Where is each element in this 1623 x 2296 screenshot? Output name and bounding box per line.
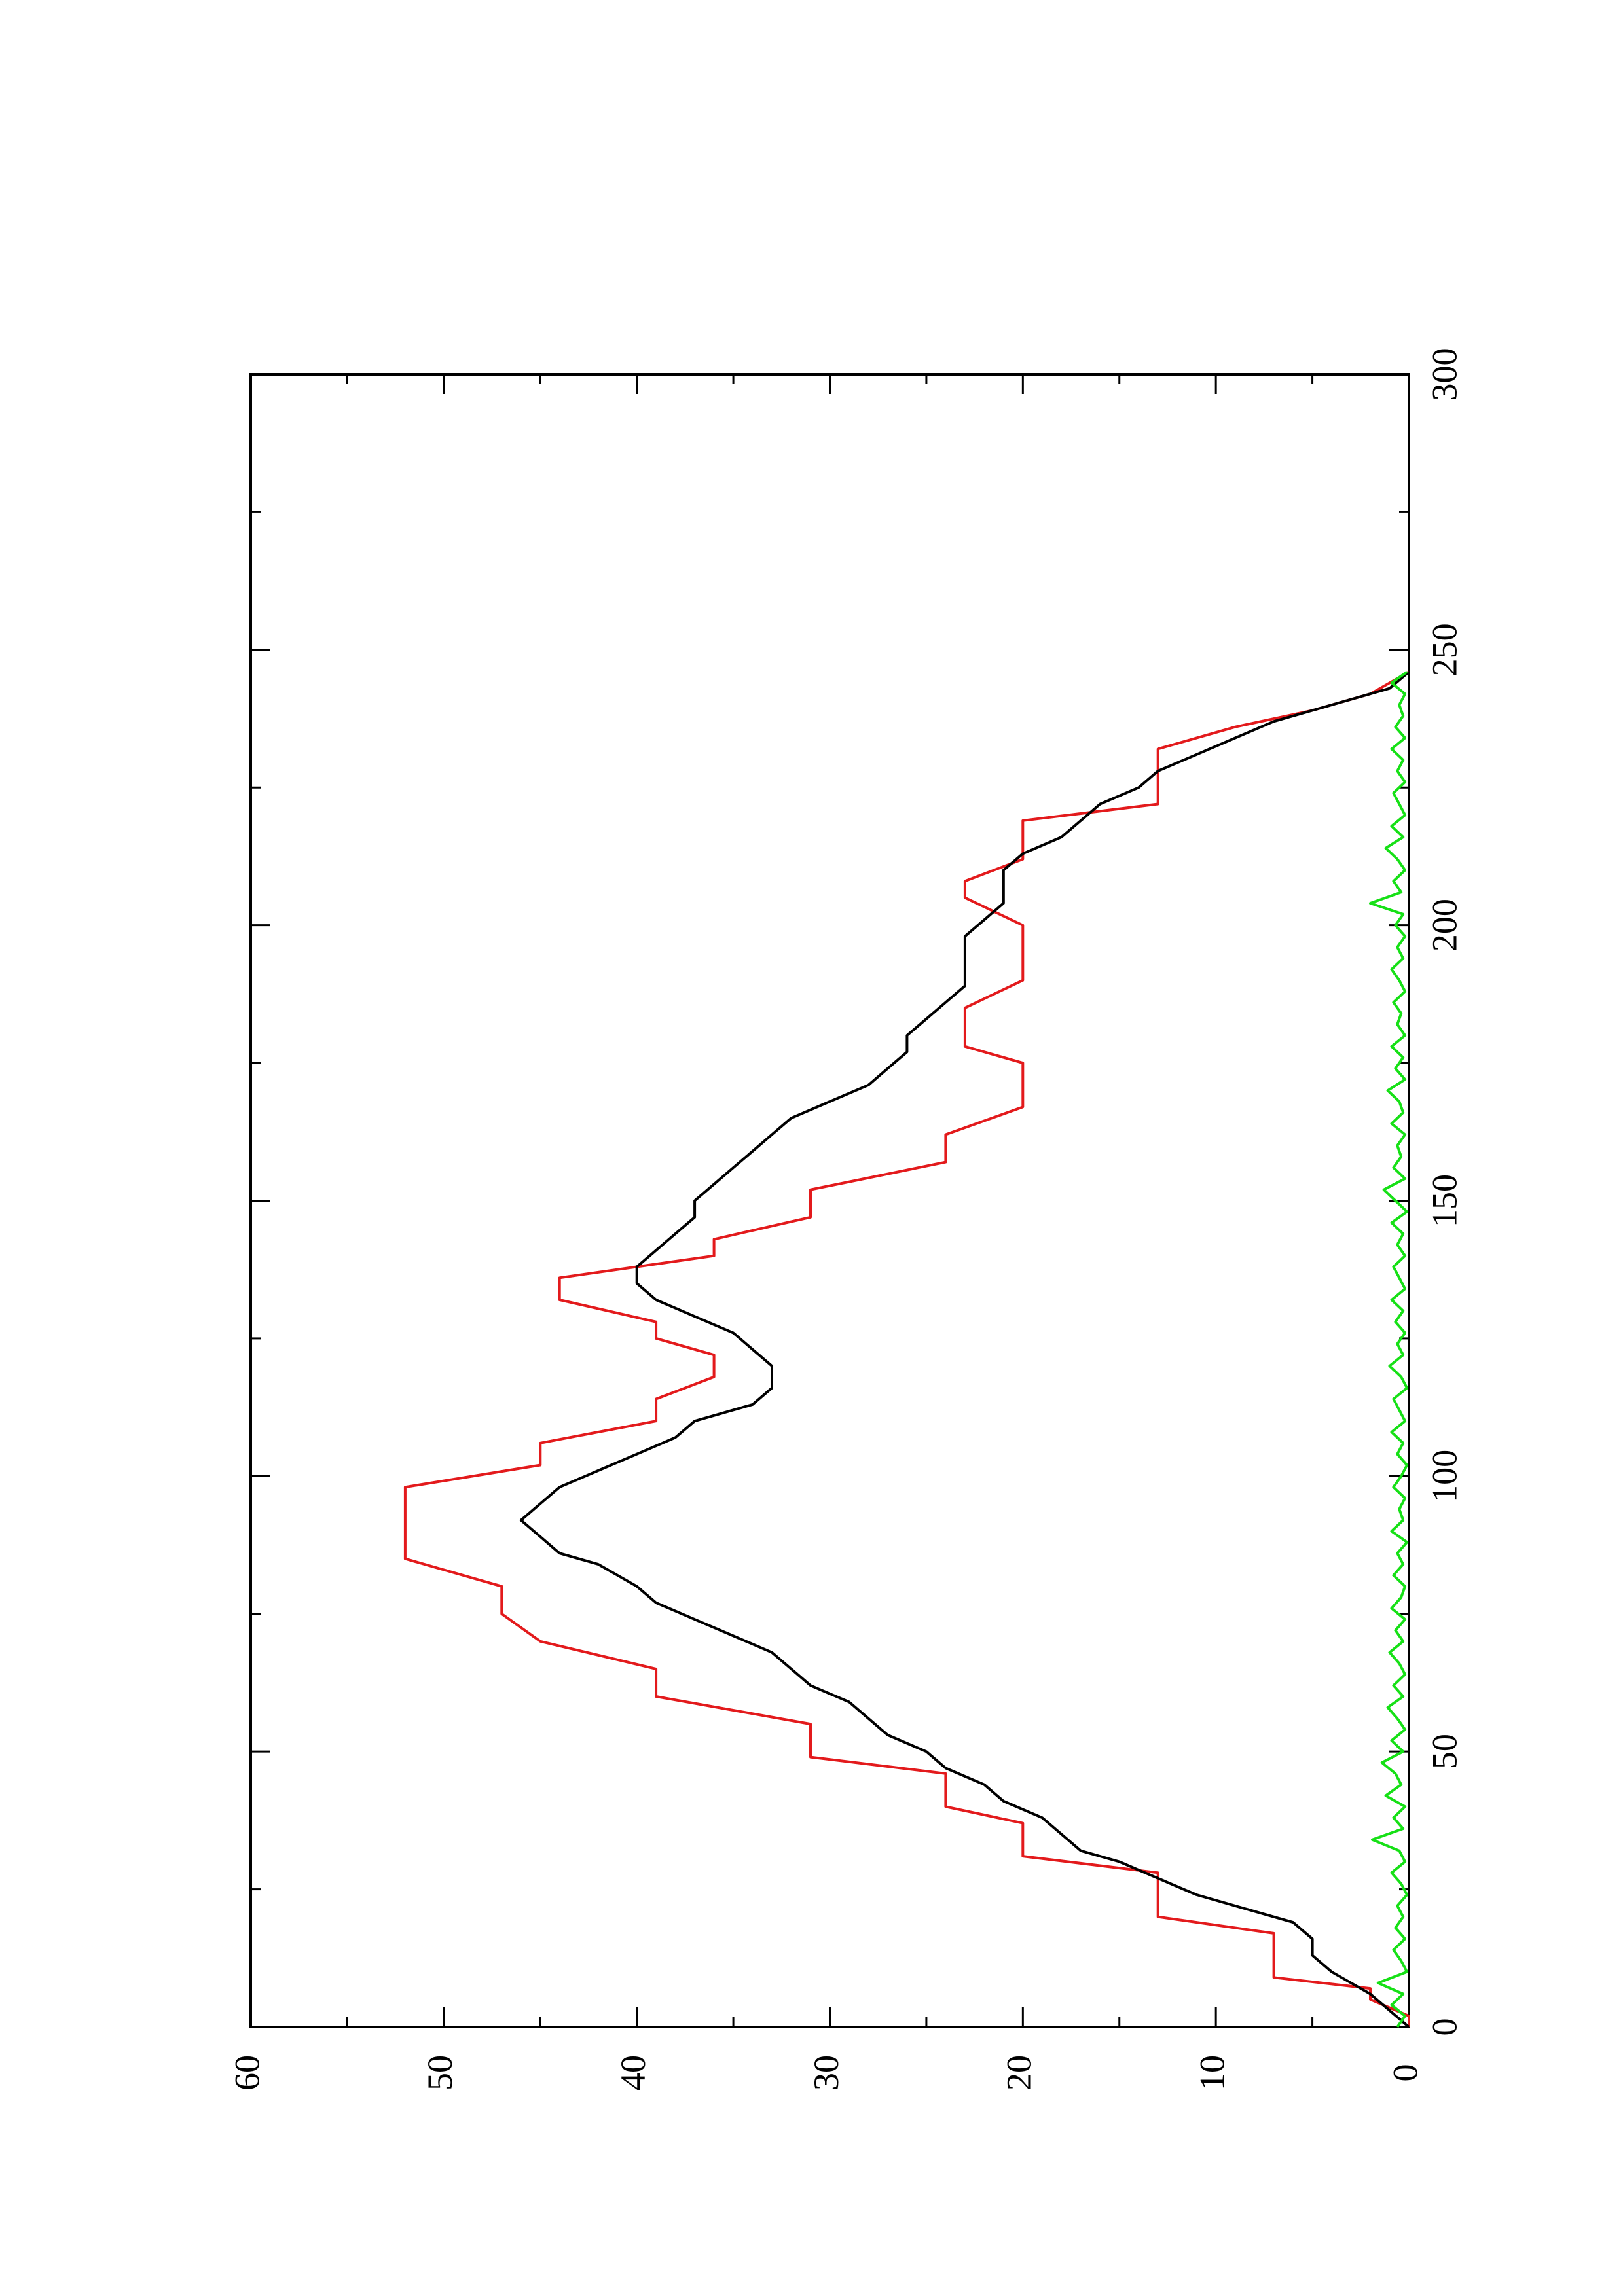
series-line-3: [1369, 670, 1409, 2028]
axis-ticks: [249, 373, 1410, 2028]
tick-labels: 0 50 100 150 200 250 300 0 10 20 30 40 50 60: [227, 348, 1464, 2091]
y-tick-label: 30: [807, 2055, 846, 2090]
x-tick-label: 50: [1425, 1734, 1464, 1769]
y-tick-label: 50: [420, 2055, 460, 2090]
x-tick-label: 200: [1425, 899, 1464, 952]
y-tick-label: 0: [1385, 2064, 1425, 2082]
series-layer: [403, 670, 1410, 2028]
x-tick-label: 0: [1425, 2018, 1464, 2036]
series-line-2: [519, 670, 1410, 2028]
plot-frame: [249, 373, 1410, 2028]
x-tick-label: 100: [1425, 1450, 1464, 1503]
y-tick-label: 40: [613, 2055, 653, 2090]
y-tick-label: 10: [1193, 2055, 1232, 2090]
x-tick-label: 150: [1425, 1174, 1464, 1227]
series-line-1: [403, 670, 1410, 2027]
x-tick-label: 300: [1425, 348, 1464, 401]
x-tick-label: 250: [1425, 623, 1464, 676]
y-tick-label: 20: [1000, 2055, 1039, 2090]
y-tick-label: 60: [227, 2055, 266, 2090]
